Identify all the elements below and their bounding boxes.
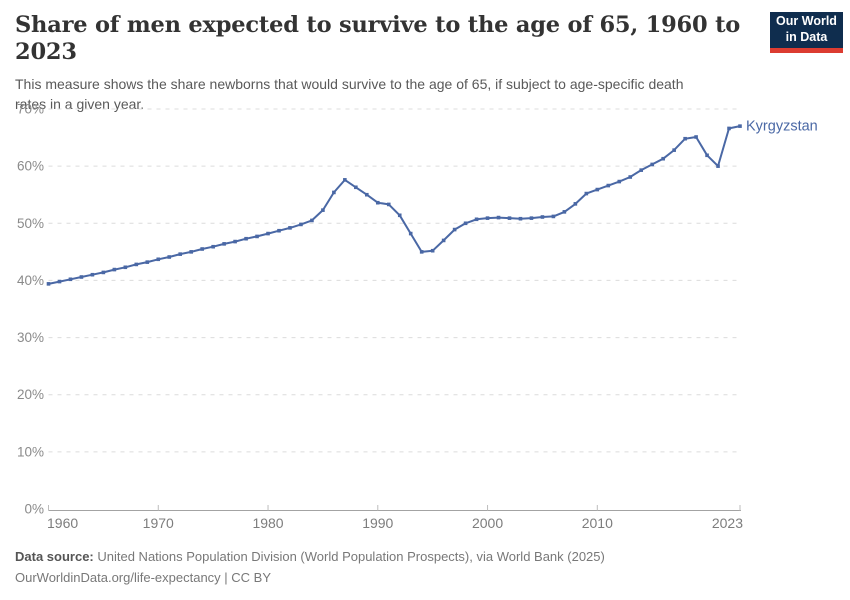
data-point-marker: [507, 216, 512, 220]
y-axis-tick-label: 10%: [17, 444, 44, 459]
x-axis-tick-label: 2023: [712, 515, 743, 531]
data-point-marker: [266, 231, 270, 236]
chart-subtitle: This measure shows the share newborns th…: [15, 76, 684, 112]
data-point-marker: [386, 202, 391, 207]
data-point-marker: [595, 187, 600, 192]
data-point-marker: [343, 178, 347, 182]
data-point-marker: [562, 210, 567, 214]
data-point-marker: [57, 279, 62, 284]
data-point-marker: [474, 217, 479, 222]
data-point-marker: [672, 148, 676, 152]
x-axis-tick-label: 1960: [47, 515, 78, 531]
data-point-marker: [397, 213, 402, 218]
data-point-marker: [365, 192, 369, 197]
data-point-marker: [496, 215, 501, 220]
owid-logo: Our World in Data: [770, 12, 843, 53]
data-line: [47, 125, 741, 285]
x-axis-tick-label: 1970: [143, 515, 174, 531]
license-line[interactable]: OurWorldinData.org/life-expectancy | CC …: [15, 570, 272, 586]
data-point-marker: [255, 234, 259, 239]
data-point-marker: [299, 222, 303, 227]
data-point-marker: [90, 272, 95, 277]
data-point-marker: [178, 252, 183, 256]
y-axis-tick-label: 20%: [17, 387, 44, 402]
y-axis-tick-label: 40%: [17, 273, 44, 288]
data-point-marker: [441, 238, 446, 243]
data-point-marker: [233, 239, 237, 244]
data-point-marker: [683, 136, 687, 141]
data-point-marker: [112, 267, 117, 272]
data-point-marker: [485, 216, 490, 220]
data-point-marker: [463, 221, 468, 226]
data-point-marker: [123, 265, 128, 270]
y-axis-tick-label: 30%: [17, 330, 44, 345]
data-point-marker: [551, 214, 556, 219]
data-point-marker: [705, 153, 709, 158]
data-point-marker: [518, 216, 523, 221]
y-axis-tick-label: 70%: [17, 102, 44, 117]
data-point-marker: [79, 275, 84, 279]
data-point-marker: [617, 179, 622, 184]
data-point-marker: [222, 242, 226, 246]
series-label[interactable]: Kyrgyzstan: [746, 119, 818, 135]
data-point-marker: [332, 190, 336, 195]
data-point-marker: [628, 175, 633, 179]
data-source-line: Data source: United Nations Population D…: [15, 546, 835, 567]
data-point-marker: [189, 250, 193, 254]
chart-header: Share of men expected to survive to the …: [15, 12, 760, 114]
data-point-marker: [408, 231, 413, 236]
data-point-marker: [288, 226, 292, 230]
data-point-marker: [156, 257, 161, 262]
x-axis-tick-label: 2010: [582, 515, 613, 531]
data-point-marker: [727, 126, 731, 131]
y-axis-tick-label: 0%: [24, 502, 44, 517]
data-point-marker: [650, 162, 654, 167]
data-point-marker: [211, 244, 215, 249]
y-axis-tick-label: 50%: [17, 216, 44, 231]
data-point-marker: [694, 135, 698, 139]
x-axis-tick-label: 2000: [472, 515, 503, 531]
owid-logo-line2: in Data: [785, 30, 828, 44]
data-point-marker: [101, 270, 106, 275]
data-point-marker: [310, 218, 314, 223]
line-chart: 0% 10% 20% 30% 40% 50% 60% 70% 1960 1970 1980 1990 2…: [0, 90, 850, 560]
y-axis-tick-label: 60%: [17, 159, 44, 174]
chart-svg: 0% 10% 20% 30% 40% 50% 60% 70% 1960 1970 1980 1990 2…: [17, 102, 818, 532]
data-source-text: United Nations Population Division (Worl…: [93, 549, 605, 564]
data-point-marker: [354, 185, 358, 190]
data-point-marker: [277, 228, 281, 233]
data-point-marker: [430, 248, 435, 253]
data-point-marker: [716, 164, 720, 168]
data-point-marker: [606, 183, 611, 188]
data-point-marker: [452, 227, 457, 232]
data-point-marker: [540, 215, 545, 219]
page-title: Share of men expected to survive to the …: [15, 12, 741, 65]
data-point-marker: [167, 255, 172, 259]
data-point-marker: [639, 168, 644, 172]
data-point-marker: [661, 156, 665, 161]
data-point-marker: [573, 202, 578, 206]
data-point-marker: [244, 236, 248, 241]
x-axis-tick-label: 1980: [252, 515, 283, 531]
data-point-marker: [738, 124, 742, 128]
data-point-marker: [200, 247, 204, 251]
data-point-marker: [375, 200, 380, 205]
data-point-marker: [321, 208, 325, 212]
data-point-marker: [419, 250, 424, 254]
data-source-label: Data source:: [15, 549, 94, 564]
data-point-marker: [145, 260, 150, 264]
data-point-marker: [68, 277, 73, 282]
owid-logo-line1: Our World: [776, 14, 837, 29]
data-point-marker: [46, 282, 51, 286]
data-point-marker: [134, 262, 139, 267]
data-point-marker: [529, 216, 534, 220]
x-axis-tick-label: 1990: [362, 515, 393, 531]
data-point-marker: [584, 191, 589, 196]
chart-footer: Data source: United Nations Population D…: [15, 546, 835, 589]
